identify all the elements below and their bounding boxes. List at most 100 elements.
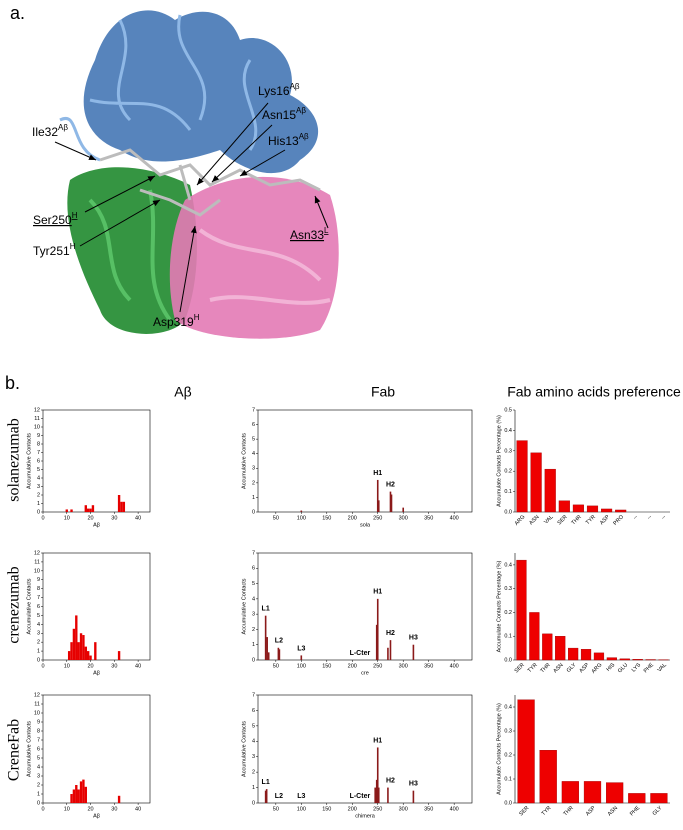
y-tick-label: 3: [252, 754, 255, 760]
bar: [77, 642, 80, 660]
bar: [583, 781, 602, 804]
bar: [402, 507, 405, 512]
row-label: solanezumab: [6, 418, 23, 502]
x-tick-label: 100: [297, 515, 306, 521]
bar: [601, 508, 613, 513]
y-tick-label: 0.2: [504, 752, 512, 758]
y-tick-label: 0.1: [504, 489, 512, 495]
annotation: H2: [386, 630, 395, 637]
y-tick-label: 3: [37, 484, 40, 490]
y-tick-label: 9: [37, 577, 40, 583]
y-tick-label: 3: [37, 773, 40, 779]
y-tick-label: 12: [34, 407, 40, 413]
x-tick-label: THR: [563, 805, 575, 817]
residue-name: Asn15: [262, 108, 296, 122]
y-tick-label: 5: [252, 437, 255, 443]
bar: [278, 649, 281, 660]
bar: [517, 699, 535, 804]
y-tick-label: 11: [34, 701, 40, 707]
bar: [91, 505, 95, 512]
x-tick-label: 40: [135, 663, 141, 669]
annotation: H1: [373, 470, 382, 477]
y-axis-label: Accumulate Contacts Percentage (%): [496, 560, 502, 652]
y-tick-label: 3: [37, 631, 40, 637]
y-tick-label: 0.3: [504, 586, 512, 592]
y-tick-label: 12: [34, 692, 40, 698]
x-tick-label: 150: [322, 515, 331, 521]
bar: [264, 790, 267, 803]
y-tick-label: 11: [34, 416, 40, 422]
x-tick-label: 50: [273, 806, 279, 812]
residue-label: Asp319H: [153, 313, 200, 329]
y-tick-label: 4: [37, 764, 40, 770]
x-tick-label: TYR: [585, 514, 597, 526]
bar: [89, 655, 92, 660]
x-tick-label: 100: [297, 663, 306, 669]
x-axis-label: chimera: [355, 813, 376, 819]
bar: [86, 651, 90, 660]
y-tick-label: 10: [34, 710, 40, 716]
y-tick-label: 2: [37, 782, 40, 788]
annotation: L1: [262, 779, 270, 786]
bar: [84, 786, 87, 803]
x-tick-label: --: [632, 514, 639, 521]
bar: [84, 505, 87, 512]
y-tick-label: 0: [252, 800, 255, 806]
plot-frame: [42, 694, 151, 804]
x-tick-label: 40: [135, 515, 141, 521]
bar: [568, 647, 579, 661]
panel-label: b.: [5, 373, 20, 393]
bar: [606, 782, 624, 804]
bar: [77, 789, 80, 803]
x-tick-label: 0: [41, 663, 44, 669]
x-tick-label: 300: [399, 806, 408, 812]
bar: [377, 500, 380, 512]
y-tick-label: 4: [252, 451, 255, 457]
y-tick-label: 11: [34, 559, 40, 565]
bar: [628, 793, 646, 804]
bar: [558, 500, 570, 513]
x-tick-label: 30: [111, 806, 117, 812]
bar: [529, 612, 540, 661]
y-tick-label: 10: [34, 424, 40, 430]
plot-frame: [257, 694, 473, 804]
y-tick-label: 6: [37, 604, 40, 610]
x-tick-label: 350: [424, 515, 433, 521]
residue-label: Ile32Aβ: [32, 123, 68, 139]
column-header: Fab: [371, 384, 395, 400]
x-tick-label: 10: [64, 806, 70, 812]
plot-frame: [257, 552, 473, 661]
bar: [70, 794, 73, 803]
annotation: L1: [262, 606, 270, 613]
y-tick-label: 4: [37, 622, 40, 628]
x-tick-label: PHE: [629, 805, 641, 817]
annotation: L-Cter: [350, 793, 371, 800]
bar: [70, 642, 73, 660]
bar: [117, 495, 121, 512]
x-tick-label: 0: [41, 806, 44, 812]
x-tick-label: 150: [322, 806, 331, 812]
annotation: H1: [373, 737, 382, 744]
y-tick-label: 8: [37, 728, 40, 734]
bar: [264, 615, 267, 660]
residue-sup: Aβ: [296, 106, 306, 115]
molecule-render: [59, 10, 339, 339]
x-tick-label: 150: [322, 663, 331, 669]
x-tick-label: ASN: [528, 514, 540, 526]
x-tick-label: TYR: [527, 662, 539, 674]
bar: [375, 779, 378, 803]
y-tick-label: 3: [252, 612, 255, 618]
bar: [555, 636, 566, 661]
residue-sup: Aβ: [58, 123, 68, 132]
bar: [117, 651, 121, 660]
y-axis-label: Accumulative Contacts: [26, 721, 32, 777]
residue-name: Ile32: [32, 125, 58, 139]
x-tick-label: ASN: [607, 805, 619, 817]
annotation: L-Cter: [350, 650, 371, 657]
x-tick-label: 200: [348, 806, 357, 812]
y-tick-label: 0: [37, 800, 40, 806]
y-axis-label: Accumulative Contacts: [241, 433, 247, 489]
x-tick-label: 400: [450, 663, 459, 669]
bar: [82, 779, 85, 803]
y-tick-label: 10: [34, 568, 40, 574]
